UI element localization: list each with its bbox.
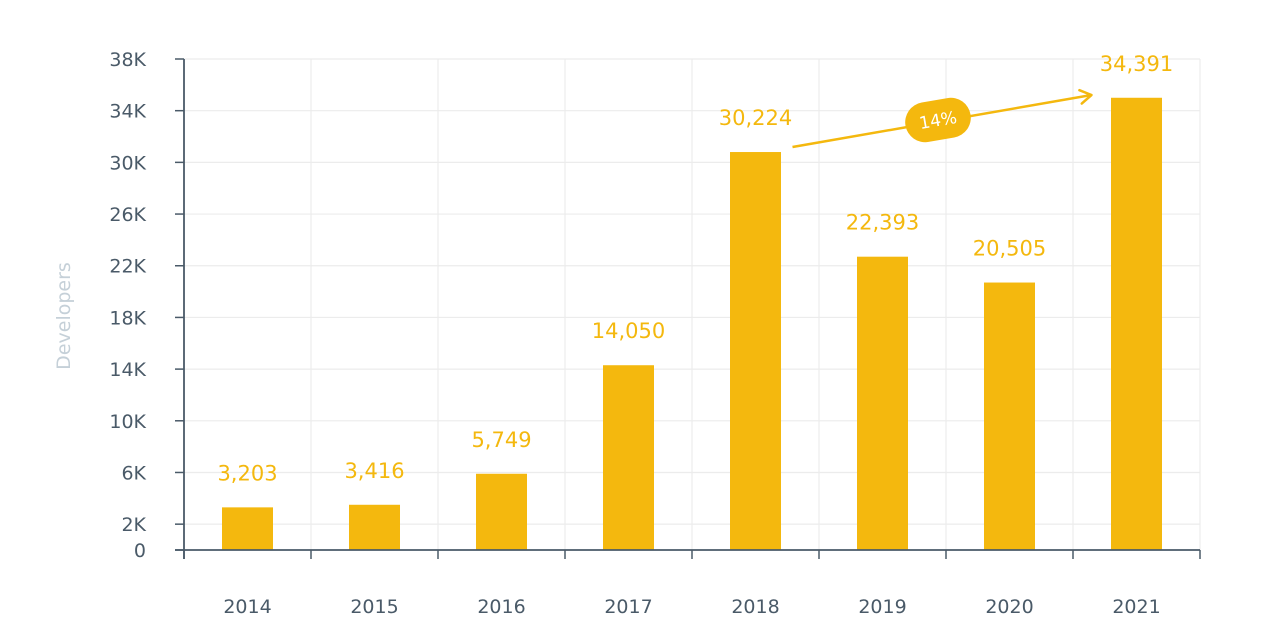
- data-label-2021: 34,391: [1100, 52, 1173, 76]
- bar-2015: [349, 504, 400, 550]
- y-tick-label: 6K: [121, 462, 146, 484]
- y-tick-label: 0: [134, 540, 146, 562]
- data-label-2018: 30,224: [719, 106, 792, 130]
- x-tick-label: 2016: [477, 596, 525, 618]
- y-tick-label: 38K: [109, 49, 146, 71]
- y-tick-label: 2K: [121, 514, 146, 536]
- grid-lines: [184, 58, 1201, 550]
- bar-2017: [603, 365, 654, 550]
- x-tick-label: 2017: [604, 596, 652, 618]
- bar-2020: [984, 282, 1035, 550]
- y-tick-label: 30K: [109, 152, 146, 174]
- y-tick-label: 18K: [109, 307, 146, 329]
- data-label-2020: 20,505: [973, 237, 1046, 261]
- y-tick-label: 26K: [109, 204, 146, 226]
- bar-2018: [730, 152, 781, 550]
- y-tick-label: 14K: [109, 359, 146, 381]
- x-tick-label: 2019: [858, 596, 906, 618]
- data-label-2019: 22,393: [846, 211, 919, 235]
- y-axis-ticks: 0 2K 6K 10K 14K 18K 22K 26K 30K 34K 38K: [109, 49, 184, 562]
- bar-2014: [222, 507, 273, 550]
- y-tick-label: 22K: [109, 256, 146, 278]
- data-label-2015: 3,416: [344, 459, 404, 483]
- data-label-2016: 5,749: [471, 428, 531, 452]
- x-axis-ticks: 2014 2015 2016 2017 2018 2019 2020 2021: [183, 550, 1201, 618]
- data-label-2017: 14,050: [592, 319, 665, 343]
- y-tick-label: 34K: [109, 101, 146, 123]
- x-tick-label: 2018: [731, 596, 779, 618]
- bar-2016: [476, 473, 527, 550]
- bar-2021: [1111, 97, 1162, 551]
- arrow-head-icon: [1078, 88, 1093, 105]
- x-tick-label: 2014: [223, 596, 271, 618]
- axes: [175, 59, 1200, 559]
- x-tick-label: 2015: [350, 596, 398, 618]
- x-tick-label: 2021: [1112, 596, 1160, 618]
- bar-2019: [857, 256, 908, 550]
- data-label-2014: 3,203: [217, 461, 277, 485]
- x-tick-label: 2020: [985, 596, 1033, 618]
- y-axis-label: Developers: [53, 262, 75, 370]
- growth-badge: 14%: [905, 97, 971, 143]
- growth-annotation: 14%: [792, 88, 1093, 149]
- data-labels: 3,203 3,416 5,749 14,050 30,224 22,393 20,505 3…: [217, 52, 1173, 486]
- bars: [222, 97, 1162, 551]
- y-tick-label: 10K: [109, 411, 146, 433]
